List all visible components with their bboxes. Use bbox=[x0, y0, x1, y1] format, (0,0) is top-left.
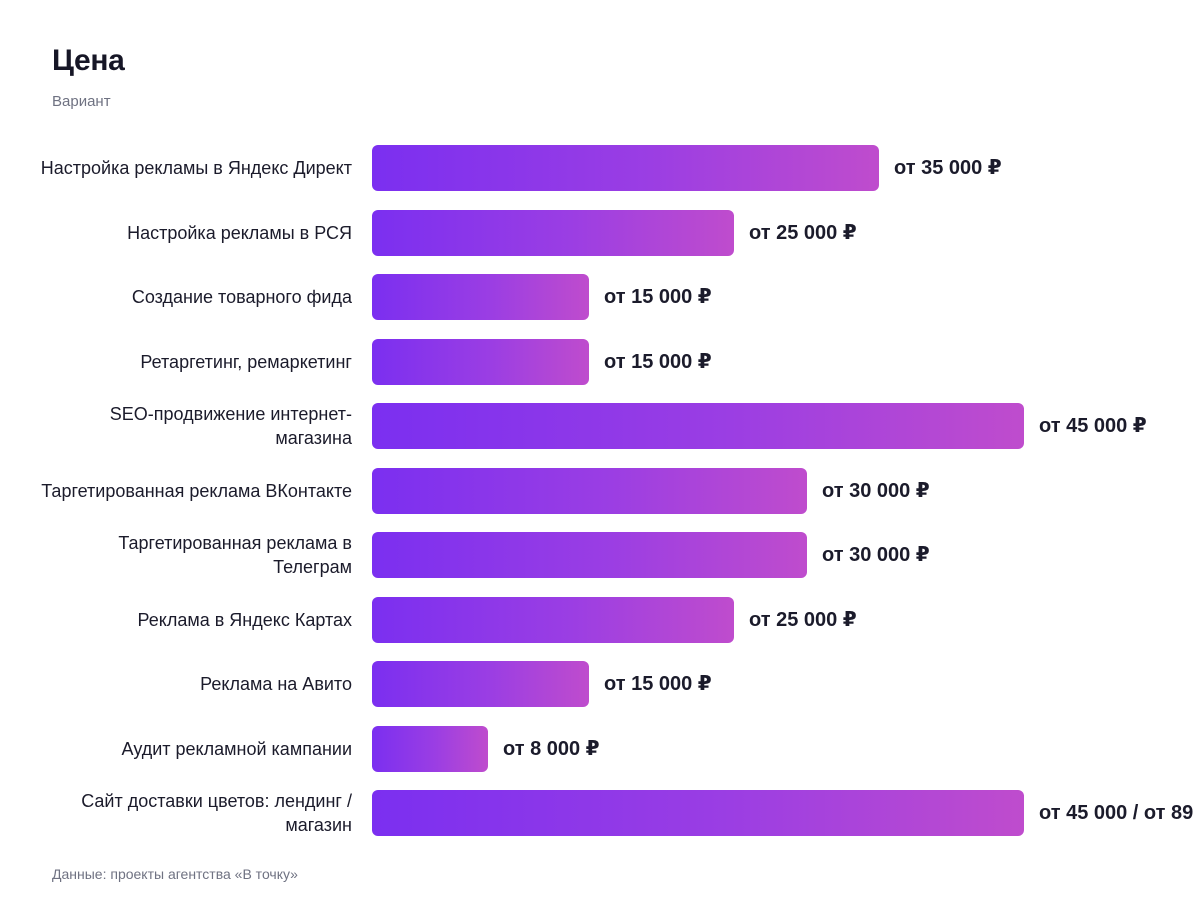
category-label: Аудит рекламной кампании bbox=[121, 739, 352, 759]
bar bbox=[372, 339, 589, 385]
category-label: Реклама на Авито bbox=[200, 674, 352, 694]
value-label: от 8 000 ₽ bbox=[503, 738, 600, 760]
bar bbox=[372, 210, 734, 256]
value-label: от 25 000 ₽ bbox=[749, 222, 857, 244]
value-label: от 15 000 ₽ bbox=[604, 286, 712, 308]
chart-subtitle: Вариант bbox=[52, 93, 111, 110]
bar bbox=[372, 532, 807, 578]
chart-title: Цена bbox=[52, 44, 125, 77]
bar bbox=[372, 403, 1024, 449]
bar bbox=[372, 597, 734, 643]
category-label: Ретаргетинг, ремаркетинг bbox=[140, 352, 352, 372]
bar bbox=[372, 468, 807, 514]
category-label: SEO-продвижение интернет-магазина bbox=[109, 404, 352, 448]
bar bbox=[372, 274, 589, 320]
bar bbox=[372, 790, 1024, 836]
value-label: от 15 000 ₽ bbox=[604, 351, 712, 373]
value-label: от 45 000 / от 89 bbox=[1039, 802, 1194, 824]
category-label: Настройка рекламы в РСЯ bbox=[127, 223, 352, 243]
bar bbox=[372, 145, 879, 191]
category-label: Таргетированная реклама в Телеграм bbox=[118, 533, 352, 577]
value-label: от 25 000 ₽ bbox=[749, 609, 857, 631]
category-label: Реклама в Яндекс Картах bbox=[137, 610, 352, 630]
bar bbox=[372, 726, 488, 772]
value-label: от 30 000 ₽ bbox=[822, 544, 930, 566]
category-label: Сайт доставки цветов: лендинг / магазин bbox=[81, 791, 352, 835]
category-label: Настройка рекламы в Яндекс Директ bbox=[40, 158, 352, 178]
value-label: от 15 000 ₽ bbox=[604, 673, 712, 695]
value-label: от 35 000 ₽ bbox=[894, 157, 1002, 179]
category-label: Создание товарного фида bbox=[131, 287, 352, 307]
category-label: Таргетированная реклама ВКонтакте bbox=[41, 481, 352, 501]
source-footnote: Данные: проекты агентства «В точку» bbox=[52, 866, 298, 882]
bar bbox=[372, 661, 589, 707]
value-label: от 30 000 ₽ bbox=[822, 480, 930, 502]
value-label: от 45 000 ₽ bbox=[1039, 415, 1147, 437]
